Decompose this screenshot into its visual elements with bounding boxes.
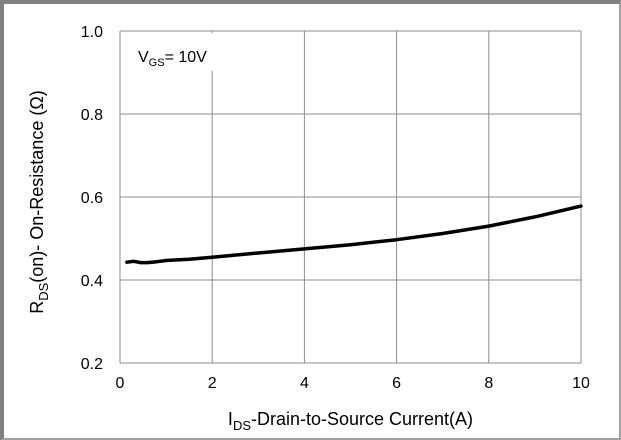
y-tick-label: 0.4 <box>81 273 103 290</box>
vgs-annotation: VGS= 10V <box>122 33 232 71</box>
x-tick-label: 8 <box>484 375 493 392</box>
y-tick-labels: 0.2 0.4 0.6 0.8 1.0 <box>81 24 103 373</box>
series-layer <box>125 204 583 265</box>
annotation-main: V <box>138 49 149 66</box>
grid-lines <box>119 30 582 364</box>
annotation-rest: = 10V <box>165 49 208 66</box>
annotation-background <box>122 33 232 71</box>
annotation-text: VGS= 10V <box>138 49 207 69</box>
y-axis-title-main: R <box>27 301 47 314</box>
y-axis-title: RDS(on)- On-Resistance (Ω) <box>27 90 51 314</box>
x-tick-label: 6 <box>392 375 401 392</box>
x-axis-title-sub: DS <box>233 418 251 433</box>
series-line <box>125 204 583 265</box>
x-tick-label: 4 <box>300 375 309 392</box>
y-tick-label: 0.6 <box>81 190 103 207</box>
y-axis-title-sub: DS <box>36 282 51 300</box>
plot-area: VGS= 10V <box>119 30 583 364</box>
x-tick-label: 0 <box>116 375 125 392</box>
x-axis-title-main: I <box>228 409 233 429</box>
y-tick-label: 1.0 <box>81 24 103 41</box>
x-tick-label: 2 <box>208 375 217 392</box>
x-tick-label: 10 <box>572 375 590 392</box>
y-axis-title-rest: (on)- On-Resistance (Ω) <box>27 90 47 283</box>
y-tick-label: 0.8 <box>81 107 103 124</box>
x-axis-title-rest: -Drain-to-Source Current(A) <box>251 409 473 429</box>
y-tick-label: 0.2 <box>81 356 103 373</box>
x-tick-labels: 0 2 4 6 8 10 <box>116 375 590 392</box>
x-axis-title: IDS-Drain-to-Source Current(A) <box>228 409 473 433</box>
annotation-sub: GS <box>149 57 165 69</box>
